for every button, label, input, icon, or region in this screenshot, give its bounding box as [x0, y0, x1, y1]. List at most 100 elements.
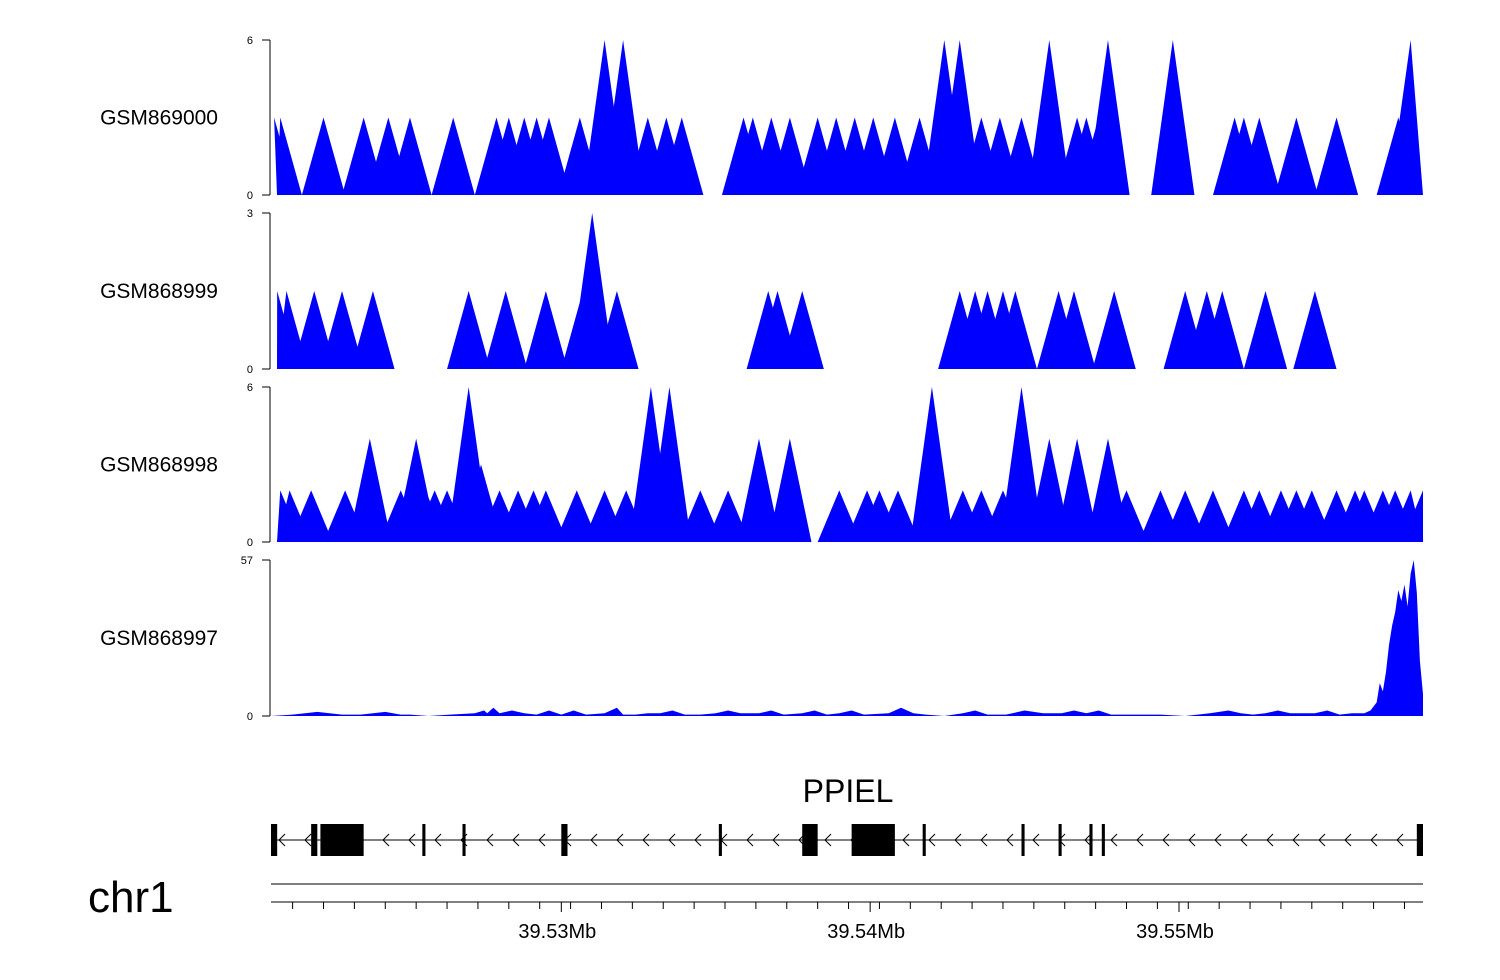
coverage-peak — [768, 438, 812, 542]
gene-exon — [422, 824, 426, 856]
coverage-peak — [1237, 117, 1281, 195]
gene-exon — [802, 824, 818, 856]
y-max-label: 57 — [241, 555, 253, 567]
strand-arrow — [408, 833, 416, 847]
gene-exon — [271, 824, 278, 856]
axis-tick-label: 39.53Mb — [518, 921, 596, 943]
coverage-peak — [1055, 438, 1099, 542]
gene-model — [271, 824, 1423, 856]
coverage-peak — [876, 490, 920, 542]
coverage-peak — [595, 291, 639, 369]
axis-tick-label: 39.55Mb — [1136, 921, 1214, 943]
gene-exon — [1058, 824, 1062, 856]
coverage-peak — [1151, 40, 1195, 195]
strand-arrow — [772, 833, 780, 847]
strand-arrow — [1084, 833, 1092, 847]
coverage-peak — [1293, 291, 1337, 369]
coverage-peak — [817, 490, 861, 542]
coverage-peak — [1092, 291, 1136, 369]
strand-arrow — [1240, 833, 1248, 847]
coverage-peak — [431, 117, 475, 195]
strand-arrow — [616, 833, 624, 847]
coverage-peak — [1191, 490, 1235, 542]
coverage-peak — [1086, 40, 1130, 195]
strand-arrow — [382, 833, 390, 847]
axis-tick-label: 39.54Mb — [827, 921, 905, 943]
strand-arrow — [1370, 833, 1378, 847]
coverage-peak — [706, 490, 750, 542]
coverage-peak — [768, 117, 812, 195]
genome-axis: chr1 39.53Mb 39.54Mb 39.55Mb — [88, 873, 1423, 943]
coverage-peak — [277, 117, 302, 195]
strand-arrow — [1006, 833, 1014, 847]
strand-arrow — [1162, 833, 1170, 847]
coverage-peak — [993, 291, 1037, 369]
coverage-peak — [1052, 291, 1096, 369]
gene-exon — [1101, 824, 1105, 856]
coverage-peak — [555, 490, 599, 542]
gene-exon — [1021, 824, 1025, 856]
strand-arrow — [512, 833, 520, 847]
strand-arrow — [642, 833, 650, 847]
coverage-area — [271, 560, 1423, 716]
gene-exon — [561, 824, 568, 856]
strand-arrow — [1266, 833, 1274, 847]
track-label: GSM868999 — [100, 280, 218, 303]
strand-arrow — [1032, 833, 1040, 847]
y-min-label: 0 — [247, 190, 253, 202]
y-max-label: 6 — [247, 35, 253, 47]
coverage-peak — [1027, 438, 1071, 542]
gene-name-label: PPIEL — [803, 773, 894, 809]
strand-arrow — [538, 833, 546, 847]
strand-arrow — [1110, 833, 1118, 847]
track-GSM868997: GSM868997 57 0 — [100, 555, 1423, 723]
coverage-peak — [601, 40, 645, 195]
strand-arrow — [304, 833, 312, 847]
strand-arrow — [1188, 833, 1196, 847]
strand-arrow — [954, 833, 962, 847]
y-min-label: 0 — [247, 364, 253, 376]
gene-exon — [1416, 824, 1423, 856]
strand-arrow — [1344, 833, 1352, 847]
coverage-peak — [484, 291, 528, 369]
chromosome-label: chr1 — [88, 873, 174, 922]
gene-exon — [922, 824, 926, 856]
coverage-peak — [1314, 117, 1359, 195]
strand-arrow — [1318, 833, 1326, 847]
strand-arrow — [486, 833, 494, 847]
genomic-position-axis: 39.53Mb 39.54Mb 39.55Mb — [271, 883, 1423, 943]
gene-annotation: PPIEL — [271, 773, 1423, 856]
track-label: GSM868998 — [100, 454, 218, 477]
strand-arrow — [1136, 833, 1144, 847]
strand-arrow — [1396, 833, 1404, 847]
strand-arrow — [590, 833, 598, 847]
coverage-peak — [647, 387, 692, 542]
coverage-peak — [348, 438, 392, 542]
coverage-tracks: GSM86900060GSM86899930GSM86899860GSM8689… — [100, 35, 1423, 723]
coverage-peak — [524, 490, 568, 542]
coverage-peak — [320, 291, 364, 369]
coverage-peak — [678, 490, 722, 542]
coverage-peak — [447, 291, 491, 369]
strand-arrow — [694, 833, 702, 847]
coverage-peak — [660, 117, 704, 195]
coverage-peak — [289, 490, 333, 542]
track-GSM868999: GSM868999 3 0 — [100, 208, 1337, 376]
gene-exon — [462, 824, 466, 856]
strand-arrow — [1214, 833, 1222, 847]
strand-arrow — [668, 833, 676, 847]
strand-arrow — [434, 833, 442, 847]
coverage-peak — [737, 438, 781, 542]
coverage-peak — [1200, 291, 1244, 369]
y-min-label: 0 — [247, 537, 253, 549]
strand-arrow — [278, 833, 286, 847]
coverage-peak — [1243, 291, 1288, 369]
coverage-peak — [570, 213, 614, 369]
strand-arrow — [902, 833, 910, 847]
gene-exon — [718, 824, 722, 856]
coverage-peak — [1401, 490, 1423, 542]
coverage-peak — [1163, 490, 1207, 542]
track-GSM868998: GSM868998 6 0 — [100, 382, 1423, 549]
coverage-peak — [999, 387, 1044, 542]
track-label: GSM869000 — [100, 107, 218, 130]
